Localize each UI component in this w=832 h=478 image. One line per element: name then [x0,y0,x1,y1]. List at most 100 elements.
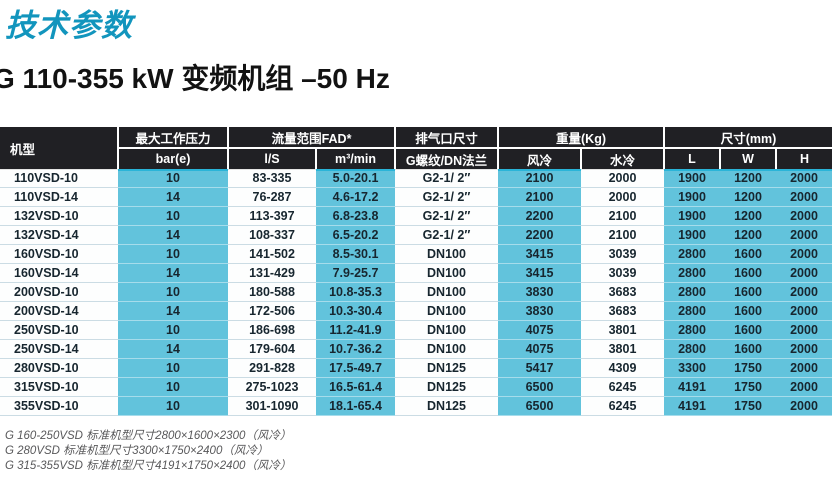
cell-dim-h: 2000 [776,339,832,359]
table-row: 132VSD-10 10 113-397 6.8-23.8 G2-1/ 2″ 2200 21… [0,206,832,226]
cell-dim-w: 1750 [720,377,776,397]
cell-weight-air: 3415 [498,263,581,283]
cell-dim-h: 2000 [776,396,832,416]
header-height: H [774,147,832,169]
cell-pressure: 14 [118,263,228,283]
cell-weight-air: 2200 [498,225,581,245]
cell-dim-l: 2800 [664,244,720,264]
cell-weight-water: 3683 [581,301,664,321]
cell-dim-h: 2000 [776,187,832,207]
cell-weight-air: 2100 [498,169,581,188]
cell-dim-h: 2000 [776,206,832,226]
spec-table-body: 110VSD-10 10 83-335 5.0-20.1 G2-1/ 2″ 2100 200… [0,169,832,416]
cell-dim-h: 2000 [776,320,832,340]
cell-flow-m3min: 10.7-36.2 [316,339,395,359]
cell-pressure: 10 [118,206,228,226]
cell-weight-water: 2100 [581,225,664,245]
table-row: 160VSD-14 14 131-429 7.9-25.7 DN100 3415 3039 2… [0,263,832,283]
cell-flow-m3min: 17.5-49.7 [316,358,395,378]
cell-dim-l: 2800 [664,263,720,283]
cell-weight-air: 3415 [498,244,581,264]
table-row: 110VSD-10 10 83-335 5.0-20.1 G2-1/ 2″ 2100 200… [0,169,832,188]
table-row: 132VSD-14 14 108-337 6.5-20.2 G2-1/ 2″ 2200 21… [0,225,832,245]
cell-flow-ls: 83-335 [228,169,316,188]
table-row: 315VSD-10 10 275-1023 16.5-61.4 DN125 6500 624… [0,377,832,397]
cell-pressure: 10 [118,358,228,378]
cell-dim-h: 2000 [776,301,832,321]
cell-flow-ls: 131-429 [228,263,316,283]
cell-dim-l: 1900 [664,225,720,245]
header-flow-m3min: m³/min [315,147,396,169]
cell-flow-m3min: 8.5-30.1 [316,244,395,264]
cell-flow-m3min: 16.5-61.4 [316,377,395,397]
cell-flow-m3min: 5.0-20.1 [316,169,395,188]
cell-outlet: DN100 [395,244,498,264]
cell-outlet: DN100 [395,282,498,302]
cell-flow-m3min: 7.9-25.7 [316,263,395,283]
cell-pressure: 10 [118,320,228,340]
cell-outlet: DN125 [395,396,498,416]
table-header: 机型 最大工作压力 流量范围FAD* 排气口尺寸 重量(Kg) 尺寸(mm) b… [0,127,832,169]
cell-flow-m3min: 10.8-35.3 [316,282,395,302]
cell-pressure: 14 [118,187,228,207]
cell-weight-air: 2100 [498,187,581,207]
cell-pressure: 10 [118,169,228,188]
cell-dim-l: 1900 [664,187,720,207]
cell-model: 160VSD-10 [0,244,118,264]
table-row: 200VSD-10 10 180-588 10.8-35.3 DN100 3830 3683… [0,282,832,302]
header-length: L [663,147,721,169]
cell-weight-air: 2200 [498,206,581,226]
cell-weight-air: 3830 [498,282,581,302]
cell-model: 355VSD-10 [0,396,118,416]
cell-model: 280VSD-10 [0,358,118,378]
cell-weight-air: 4075 [498,320,581,340]
header-row-groups: 机型 最大工作压力 流量范围FAD* 排气口尺寸 重量(Kg) 尺寸(mm) [0,127,832,169]
header-flow-ls: l/S [227,147,317,169]
cell-pressure: 14 [118,339,228,359]
cell-outlet: DN100 [395,339,498,359]
cell-flow-ls: 275-1023 [228,377,316,397]
footnote-3: G 315-355VSD 标准机型尺寸4191×1750×2400（风冷） [5,460,292,472]
cell-weight-air: 3830 [498,301,581,321]
cell-model: 250VSD-14 [0,339,118,359]
header-air-cooled: 风冷 [497,147,582,169]
cell-pressure: 14 [118,225,228,245]
cell-weight-water: 3683 [581,282,664,302]
cell-flow-ls: 180-588 [228,282,316,302]
cell-dim-h: 2000 [776,169,832,188]
cell-outlet: DN125 [395,377,498,397]
cell-outlet: G2-1/ 2″ [395,169,498,188]
header-outlet-size: 排气口尺寸 [394,127,499,149]
cell-flow-ls: 108-337 [228,225,316,245]
table-row: 160VSD-10 10 141-502 8.5-30.1 DN100 3415 3039 2… [0,244,832,264]
cell-model: 110VSD-10 [0,169,118,188]
header-row-subs: bar(e) l/S m³/min G螺纹/DN法兰 风冷 水冷 L W H [0,147,832,169]
table-row: 280VSD-10 10 291-828 17.5-49.7 DN125 5417 4309… [0,358,832,378]
header-model: 机型 [0,127,119,169]
cell-dim-w: 1600 [720,263,776,283]
table-row: 355VSD-10 10 301-1090 18.1-65.4 DN125 6500 624… [0,396,832,416]
header-thread-flange: G螺纹/DN法兰 [394,147,499,169]
cell-flow-ls: 186-698 [228,320,316,340]
cell-weight-water: 2000 [581,187,664,207]
footnote-1: G 160-250VSD 标准机型尺寸2800×1600×2300（风冷） [5,430,292,442]
cell-flow-ls: 113-397 [228,206,316,226]
cell-dim-l: 2800 [664,301,720,321]
table-row: 250VSD-14 14 179-604 10.7-36.2 DN100 4075 3801… [0,339,832,359]
cell-dim-w: 1600 [720,282,776,302]
cell-dim-h: 2000 [776,377,832,397]
cell-dim-h: 2000 [776,225,832,245]
cell-flow-ls: 291-828 [228,358,316,378]
cell-pressure: 14 [118,301,228,321]
cell-flow-ls: 172-506 [228,301,316,321]
cell-weight-water: 2000 [581,169,664,188]
cell-weight-water: 6245 [581,377,664,397]
cell-dim-w: 1200 [720,225,776,245]
cell-weight-air: 5417 [498,358,581,378]
cell-dim-h: 2000 [776,263,832,283]
cell-model: 160VSD-14 [0,263,118,283]
cell-model: 315VSD-10 [0,377,118,397]
cell-model: 200VSD-14 [0,301,118,321]
cell-dim-h: 2000 [776,282,832,302]
cell-pressure: 10 [118,244,228,264]
